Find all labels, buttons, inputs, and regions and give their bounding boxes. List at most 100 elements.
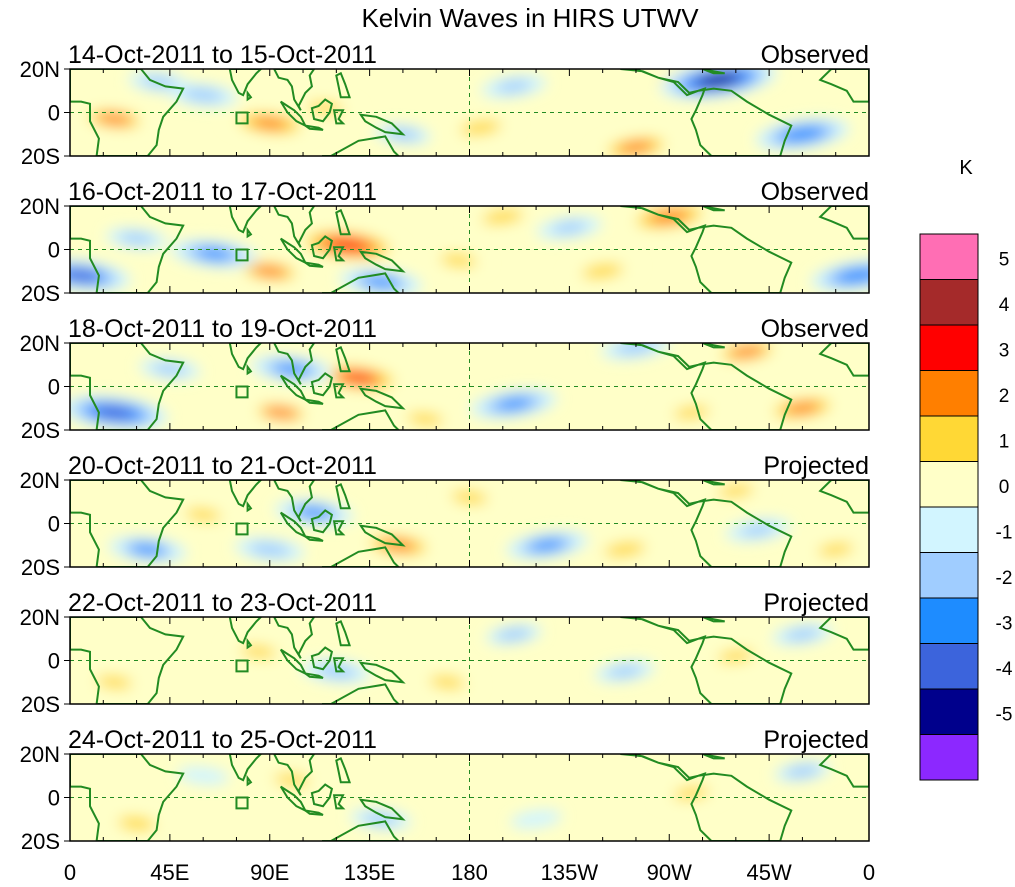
panel-status-label: Projected xyxy=(763,589,869,617)
anomaly-blob xyxy=(440,254,477,267)
panels: 14-Oct-2011 to 15-Oct-2011 Observed 20N 0 20… xyxy=(20,41,870,854)
coastline xyxy=(332,794,346,810)
coastline xyxy=(332,520,346,536)
panel-date-label: 22-Oct-2011 to 23-Oct-2011 xyxy=(68,589,377,617)
anomaly-blob xyxy=(118,817,155,830)
panel-6: 24-Oct-2011 to 25-Oct-2011 Projected 20N 0 2… xyxy=(20,726,870,854)
coastline xyxy=(246,774,253,787)
coastline xyxy=(279,237,308,265)
region-box xyxy=(235,659,249,673)
anomaly-blob xyxy=(184,769,222,783)
coastline xyxy=(279,785,308,813)
lon-tick-label: 90W xyxy=(647,860,692,885)
anomaly-blob xyxy=(740,523,776,537)
colorbar-tick-label: -4 xyxy=(996,659,1013,680)
coastline xyxy=(304,672,324,679)
anomaly-blob xyxy=(529,539,565,552)
coastline xyxy=(818,754,869,788)
coastline xyxy=(358,387,406,410)
coastline xyxy=(273,480,316,522)
coastline xyxy=(818,480,869,514)
coastline xyxy=(620,617,793,704)
anomaly-blob xyxy=(185,508,221,521)
coastline xyxy=(358,661,406,684)
colorbar-swatch xyxy=(919,643,979,690)
coastline xyxy=(273,206,316,248)
panel-date-label: 18-Oct-2011 to 19-Oct-2011 xyxy=(68,315,377,343)
colorbar-tick-label: 2 xyxy=(999,386,1010,407)
anomaly-field xyxy=(70,480,869,567)
chart-title: Kelvin Waves in HIRS UTWV xyxy=(361,3,699,33)
lat-tick-label: 20N xyxy=(20,331,60,356)
coastline xyxy=(70,480,185,567)
anomaly-blob xyxy=(70,269,100,282)
panel-status-label: Observed xyxy=(761,315,869,343)
panel-date-label: 20-Oct-2011 to 21-Oct-2011 xyxy=(68,452,377,480)
lat-tick-label: 20N xyxy=(20,468,60,493)
lat-tick-label: 20S xyxy=(21,281,60,306)
anomaly-blob xyxy=(607,543,643,556)
colorbar-tick-label: -1 xyxy=(996,523,1013,544)
anomaly-blob xyxy=(517,812,555,826)
lat-tick-label: 20N xyxy=(20,194,60,219)
lon-tick-label: 0 xyxy=(64,860,76,885)
colorbar-tick-label: 3 xyxy=(999,341,1010,362)
lon-tick-label: 45E xyxy=(150,860,189,885)
anomaly-blob xyxy=(784,402,821,415)
colorbar-swatch xyxy=(919,461,979,508)
coastline xyxy=(818,617,869,651)
anomaly-blob xyxy=(196,248,233,260)
anomaly-blob xyxy=(496,80,532,93)
anomaly-blob xyxy=(784,765,821,778)
coastline xyxy=(620,480,793,567)
colorbar-tick-label: -5 xyxy=(996,705,1013,726)
colorbar-tick-label: 1 xyxy=(999,432,1010,453)
coastline xyxy=(358,250,406,273)
anomaly-field xyxy=(70,206,869,293)
coastline xyxy=(818,206,869,240)
colorbar-swatch xyxy=(919,370,979,417)
coastline xyxy=(620,754,793,841)
coastline xyxy=(70,617,185,704)
colorbar-swatch xyxy=(919,597,979,644)
colorbar-swatch xyxy=(919,279,979,326)
panel-status-label: Projected xyxy=(763,726,869,754)
coastline xyxy=(620,69,793,156)
coastline xyxy=(335,346,351,373)
lat-tick-label: 20S xyxy=(21,692,60,717)
coastline xyxy=(310,509,334,534)
coastline xyxy=(818,69,869,103)
coastline xyxy=(304,809,324,816)
colorbar-tick-label: -3 xyxy=(996,614,1013,635)
coastline xyxy=(310,372,334,397)
coastline xyxy=(358,798,406,821)
lat-tick-label: 20S xyxy=(21,829,60,854)
colorbar-swatch xyxy=(919,324,979,371)
coastline xyxy=(702,343,725,349)
lat-tick-label: 0 xyxy=(48,649,60,674)
coastline xyxy=(332,383,346,399)
anomaly-blob xyxy=(274,774,310,787)
coastline xyxy=(335,483,351,510)
lon-tick-label: 180 xyxy=(451,860,488,885)
anomaly-blob xyxy=(407,413,443,426)
coastline xyxy=(310,235,334,260)
lon-tick-label: 45W xyxy=(747,860,792,885)
panel-1: 14-Oct-2011 to 15-Oct-2011 Observed 20N 0 20… xyxy=(20,41,870,169)
coastline xyxy=(310,646,334,671)
anomaly-blob xyxy=(296,506,332,519)
anomaly-blob xyxy=(618,141,654,154)
panel-date-label: 24-Oct-2011 to 25-Oct-2011 xyxy=(68,726,377,754)
lat-tick-label: 20S xyxy=(21,144,60,169)
lon-tick-label: 0 xyxy=(863,860,875,885)
panel-status-label: Observed xyxy=(761,41,869,69)
coastline xyxy=(246,500,253,513)
panel-date-label: 14-Oct-2011 to 15-Oct-2011 xyxy=(68,41,377,69)
colorbar-tick-label: 5 xyxy=(999,250,1010,271)
panel-5: 22-Oct-2011 to 23-Oct-2011 Projected 20N 0 2… xyxy=(20,589,870,717)
colorbar-tick-label: 0 xyxy=(999,477,1010,498)
anomaly-blob xyxy=(551,221,587,234)
coastline xyxy=(332,657,346,673)
panel-status-label: Observed xyxy=(761,178,869,206)
lat-tick-label: 0 xyxy=(48,512,60,537)
